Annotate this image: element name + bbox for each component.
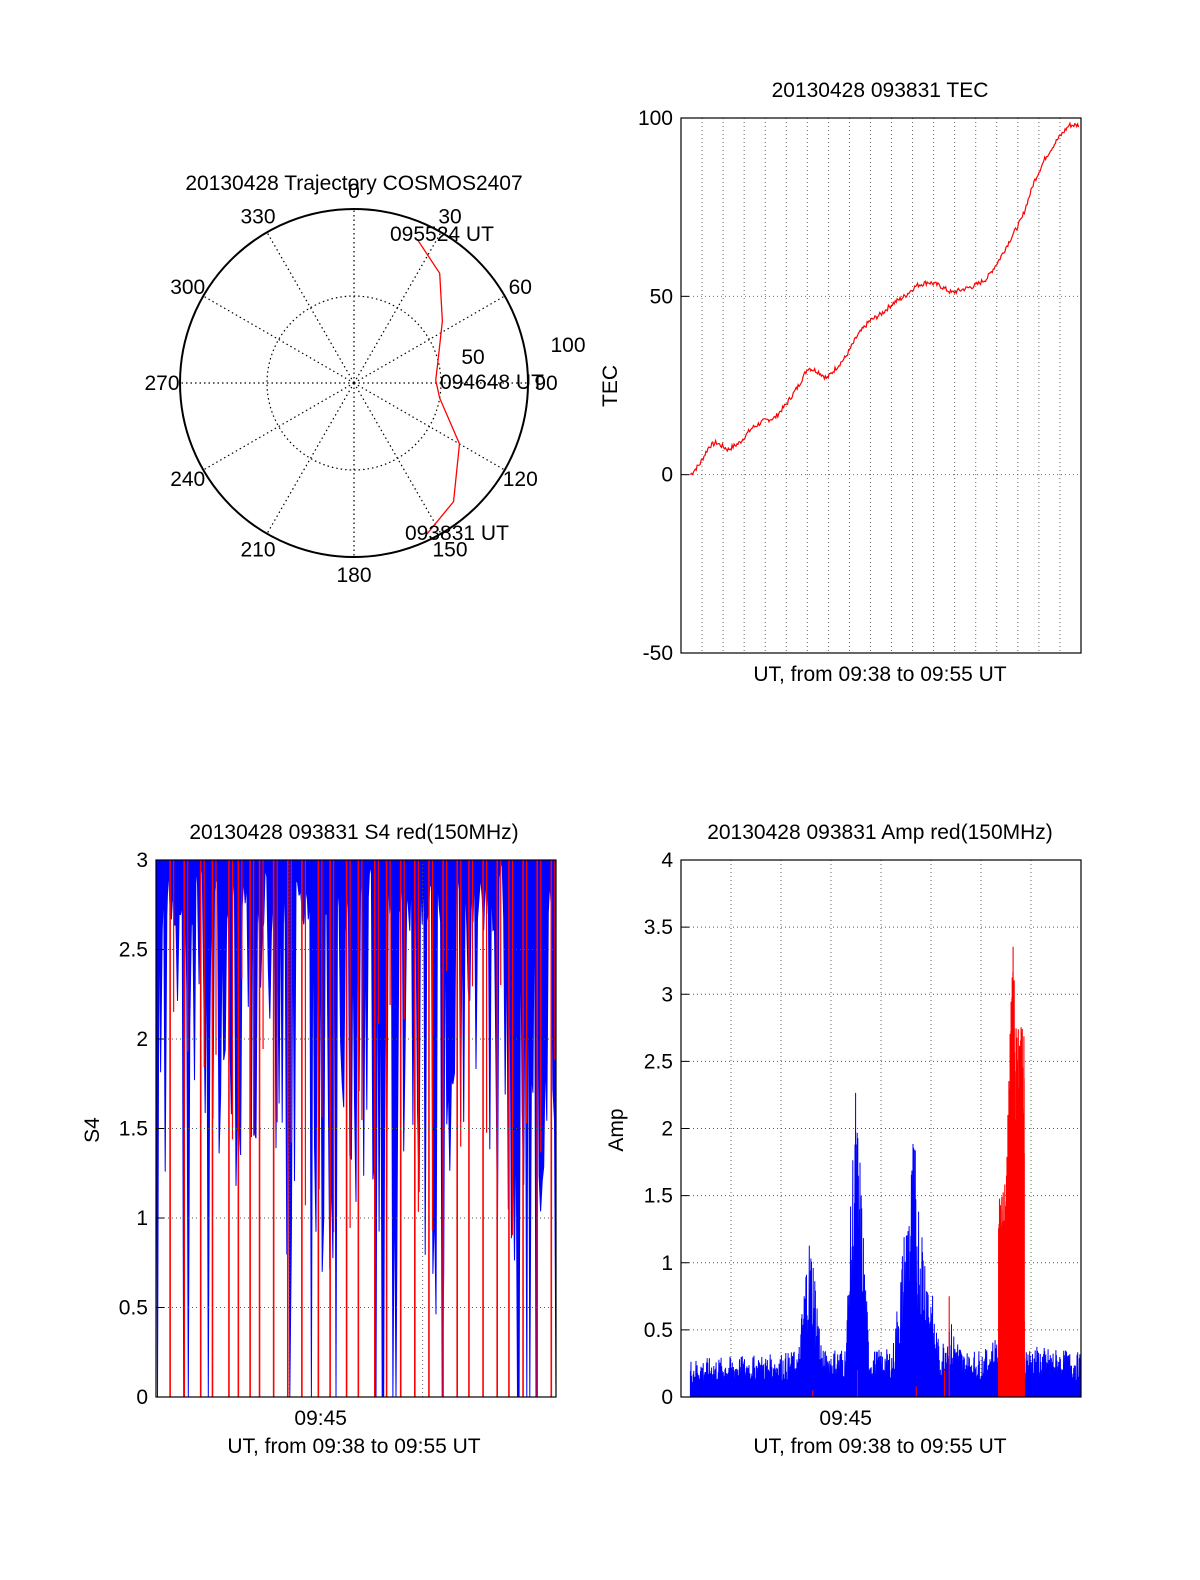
trajectory-path <box>417 239 461 537</box>
trajectory-start-time-label: 093831 UT <box>405 522 509 545</box>
y-tick-label: 4 <box>661 849 673 872</box>
polar-angle-label: 210 <box>240 538 275 561</box>
tec-y-axis-label: TEC <box>599 365 622 407</box>
polar-angle-label: 60 <box>509 276 532 299</box>
tec-line <box>689 121 1080 476</box>
s4-y-tick-labels: 0 0.5 1 1.5 2 2.5 3 <box>119 849 164 1409</box>
polar-angle-label: 90 <box>534 372 557 395</box>
polar-angle-label: 120 <box>503 468 538 491</box>
polar-spoke <box>203 295 355 384</box>
amp-x-tick-label: 09:45 <box>819 1407 872 1430</box>
polar-spoke <box>353 382 442 534</box>
y-tick-label: 1.5 <box>119 1118 148 1141</box>
polar-angle-label: 300 <box>170 276 205 299</box>
polar-outer-circle <box>179 208 529 558</box>
polar-angle-label: 150 <box>432 538 467 561</box>
y-tick-label: 0.5 <box>644 1319 673 1342</box>
tec-x-axis-label: UT, from 09:38 to 09:55 UT <box>753 663 1006 686</box>
polar-spoke <box>353 295 505 384</box>
y-tick-label: 100 <box>638 107 673 130</box>
polar-spoke <box>353 382 505 471</box>
polar-grid <box>179 208 529 558</box>
s4-x-tick-label: 09:45 <box>294 1407 347 1430</box>
amp-red-trace <box>812 946 1025 1397</box>
y-tick-label: 1 <box>136 1207 148 1230</box>
amp-title: 20130428 093831 Amp red(150MHz) <box>707 821 1053 844</box>
tec-chart: 20130428 093831 TEC -50 0 50 100 UT, from 0… <box>599 79 1082 686</box>
polar-angle-label: 270 <box>144 372 179 395</box>
y-tick-label: 2.5 <box>119 939 148 962</box>
trajectory-mid-time-label: 094648 UT <box>440 371 544 394</box>
s4-title: 20130428 093831 S4 red(150MHz) <box>189 821 518 844</box>
polar-title: 20130428 Trajectory COSMOS2407 <box>185 172 522 195</box>
y-tick-label: 2 <box>136 1028 148 1051</box>
y-tick-label: 2 <box>661 1118 673 1141</box>
amp-series <box>689 946 1082 1398</box>
y-tick-label: 50 <box>650 285 673 308</box>
y-tick-label: 3 <box>136 849 148 872</box>
polar-angle-label: 180 <box>336 564 371 587</box>
tec-series <box>689 121 1080 476</box>
s4-chart: 20130428 093831 S4 red(150MHz) 0 0.5 1 1.5 2… <box>81 821 557 1458</box>
y-tick-label: 2.5 <box>644 1050 673 1073</box>
y-tick-label: 1.5 <box>644 1185 673 1208</box>
y-tick-label: 0 <box>136 1386 148 1409</box>
polar-spoke <box>266 232 355 384</box>
polar-spoke <box>353 232 442 384</box>
amp-y-tick-labels: 0 0.5 1 1.5 2 2.5 3 3.5 4 <box>644 849 689 1409</box>
y-tick-label: 1 <box>661 1252 673 1275</box>
polar-angle-labels: 0 30 60 90 120 150 180 210 240 270 300 330 <box>144 180 557 587</box>
amp-y-axis-label: Amp <box>605 1108 628 1151</box>
tec-grid <box>681 117 1081 654</box>
s4-grid <box>156 860 556 1397</box>
polar-spoke <box>266 382 355 534</box>
polar-trajectory-chart: 20130428 Trajectory COSMOS2407 0 30 60 90 12… <box>144 172 585 587</box>
y-tick-label: 0 <box>661 1386 673 1409</box>
s4-y-axis-label: S4 <box>81 1117 104 1143</box>
polar-radial-label-50: 50 <box>461 346 484 369</box>
amp-chart: 20130428 093831 Amp red(150MHz) 0 0.5 1 1.5… <box>605 821 1082 1458</box>
tec-y-tick-labels: -50 0 50 100 <box>638 107 689 665</box>
y-tick-label: -50 <box>643 642 673 665</box>
amp-grid <box>681 860 1081 1397</box>
y-tick-label: 3.5 <box>644 916 673 939</box>
polar-angle-label: 240 <box>170 468 205 491</box>
s4-x-axis-label: UT, from 09:38 to 09:55 UT <box>227 1435 480 1458</box>
polar-radial-label-100: 100 <box>550 334 585 357</box>
amp-x-axis-label: UT, from 09:38 to 09:55 UT <box>753 1435 1006 1458</box>
y-tick-label: 3 <box>661 983 673 1006</box>
polar-angle-label: 330 <box>240 206 275 229</box>
tec-title: 20130428 093831 TEC <box>772 79 989 102</box>
polar-spoke <box>203 382 355 471</box>
y-tick-label: 0.5 <box>119 1297 148 1320</box>
y-tick-label: 0 <box>661 464 673 487</box>
tec-plot-frame <box>680 117 1082 654</box>
polar-angle-label: 0 <box>348 180 360 203</box>
polar-trajectory-line <box>417 239 461 537</box>
trajectory-end-time-label: 095524 UT <box>390 223 494 246</box>
polar-angle-label: 30 <box>438 206 461 229</box>
